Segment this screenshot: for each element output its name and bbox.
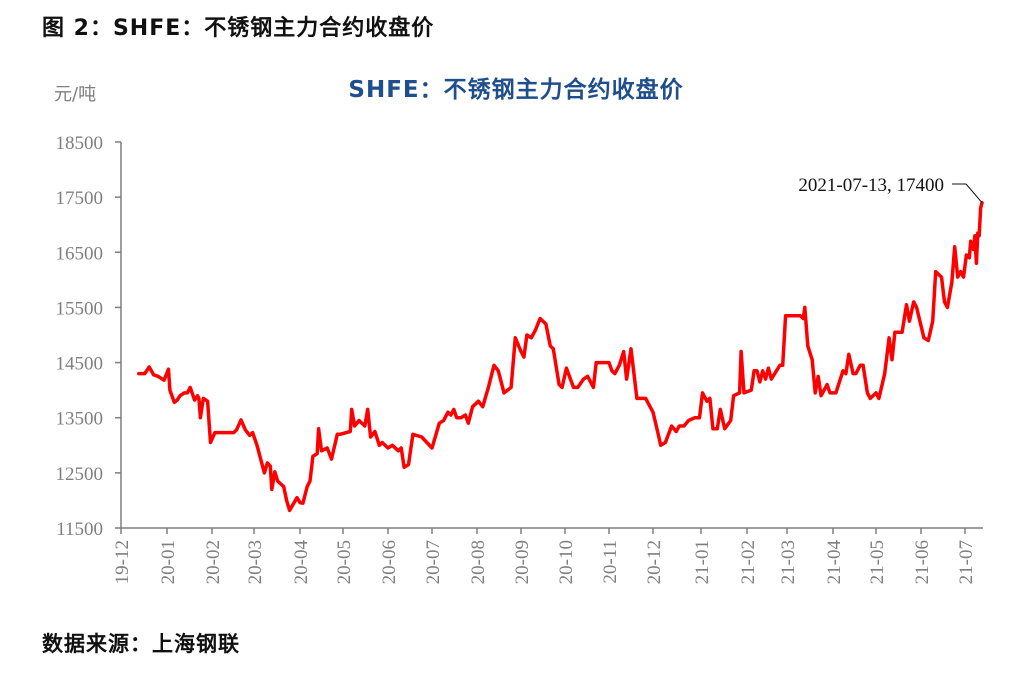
x-tick-label: 21-04 (824, 540, 845, 585)
y-tick-label: 12500 (56, 464, 104, 485)
x-tick-label: 21-05 (867, 540, 888, 584)
chart-title: SHFE：不锈钢主力合约收盘价 (348, 77, 684, 103)
x-tick-label: 20-09 (512, 540, 533, 584)
y-tick-label: 16500 (56, 243, 104, 264)
figure-caption: 图 2：SHFE：不锈钢主力合约收盘价 (42, 16, 435, 41)
annotation-label: 2021-07-13, 17400 (798, 175, 944, 196)
y-tick-label: 14500 (56, 354, 104, 375)
x-tick-label: 21-01 (692, 540, 713, 584)
x-tick-label: 20-01 (158, 540, 179, 584)
y-tick-label: 17500 (56, 188, 104, 209)
x-tick-label: 21-07 (956, 540, 977, 584)
x-tick-label: 20-08 (468, 540, 489, 584)
price-series-line (137, 200, 984, 513)
x-tick-label: 20-10 (556, 540, 577, 584)
last-point-annotation: 2021-07-13, 17400 (798, 175, 983, 203)
x-tick-label: 20-03 (245, 540, 266, 584)
data-source-note: 数据来源：上海钢联 (42, 632, 240, 656)
x-tick-label: 20-02 (203, 540, 224, 584)
y-tick-label: 13500 (56, 409, 104, 430)
y-tick-label: 18500 (56, 133, 104, 154)
x-tick-label: 21-02 (738, 540, 759, 584)
x-tick-label: 21-03 (778, 540, 799, 584)
y-axis-unit-label: 元/吨 (54, 84, 97, 105)
x-tick-label: 20-12 (644, 540, 665, 584)
x-tick-label: 19-12 (112, 540, 133, 584)
x-tick-label: 20-06 (379, 540, 400, 584)
y-axis: 11500 12500 13500 14500 15500 16500 17500 18500 (56, 133, 122, 540)
annotation-leader-line (965, 183, 983, 203)
x-axis: 19-12 20-01 20-02 20-03 20-04 20-05 20-06 20-07… (112, 527, 983, 585)
y-tick-label: 11500 (56, 519, 103, 540)
x-tick-label: 21-06 (912, 540, 933, 584)
x-tick-label: 20-04 (291, 540, 312, 585)
x-tick-label: 20-11 (600, 540, 621, 584)
y-tick-label: 15500 (56, 298, 104, 319)
x-tick-label: 20-05 (334, 540, 355, 584)
x-tick-label: 20-07 (423, 540, 444, 584)
